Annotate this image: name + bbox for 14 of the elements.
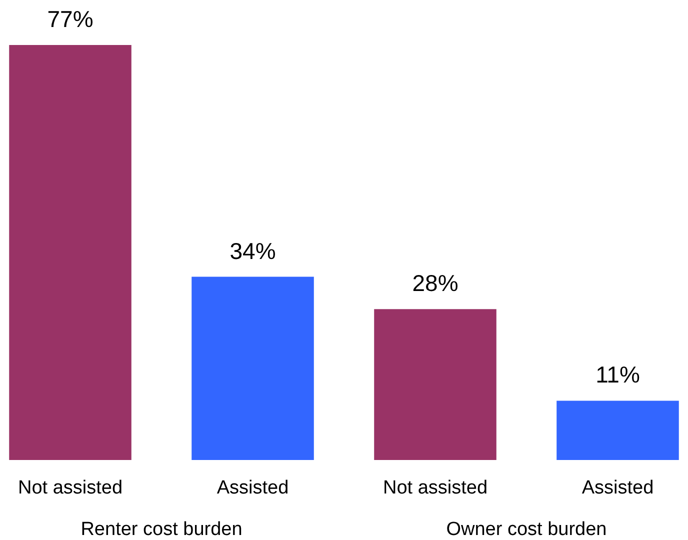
x-tick-label: Assisted (582, 478, 654, 498)
bar (192, 276, 314, 460)
bar (374, 309, 496, 460)
text: Renter cost burden (80, 519, 242, 540)
x-tick-label: Not assisted (18, 478, 123, 498)
data-label: 34% (230, 238, 276, 264)
x-tick-label: Not assisted (382, 478, 488, 498)
data-label: 11% (596, 362, 640, 388)
data-label: 28% (412, 270, 458, 296)
bar (9, 45, 132, 460)
data-label: 77% (47, 6, 94, 32)
bar (556, 400, 679, 460)
x-tick-label: Assisted (216, 478, 289, 498)
text: Owner cost burden (446, 519, 607, 540)
